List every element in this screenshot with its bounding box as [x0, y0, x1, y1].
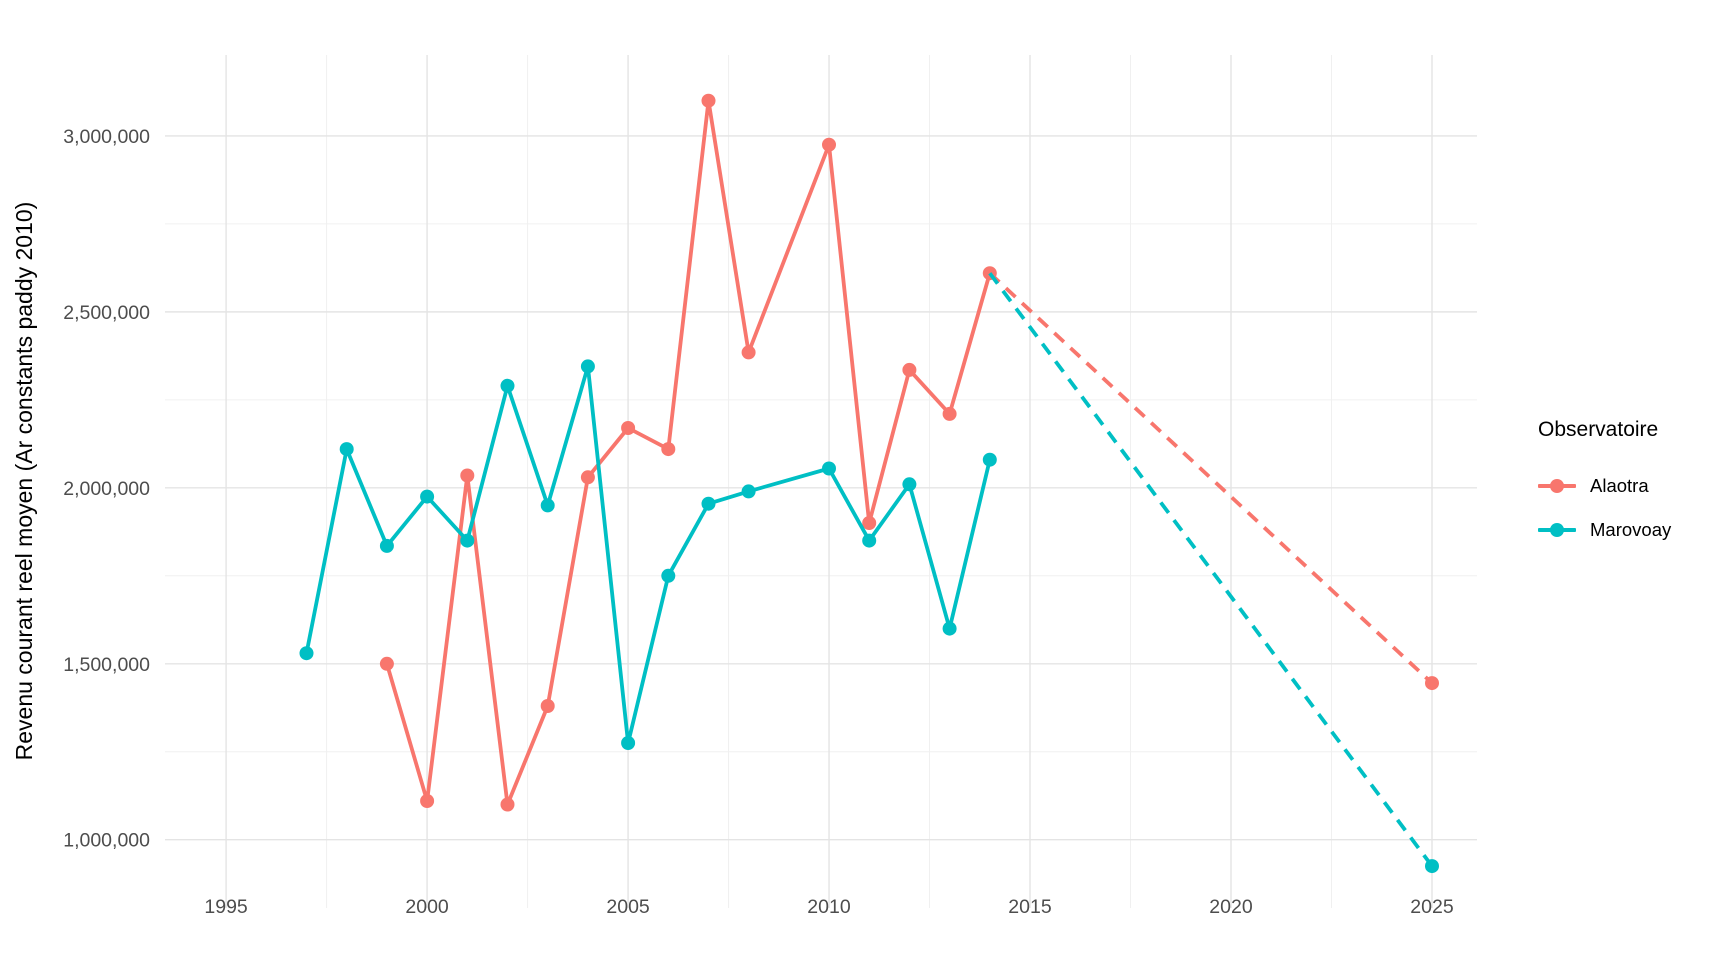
data-point-alaotra — [942, 406, 957, 421]
data-point-marovoay — [339, 442, 354, 457]
data-point-alaotra — [540, 699, 555, 713]
legend-label-marovoay: Marovoay — [1590, 519, 1672, 540]
y-tick-label: 1,000,000 — [63, 830, 150, 852]
legend-label-alaotra: Alaotra — [1590, 475, 1649, 496]
data-point-alaotra — [862, 516, 877, 530]
legend-title: Observatoire — [1538, 418, 1659, 441]
series-dashed-projection-alaotra — [988, 271, 1434, 685]
data-point-alaotra — [580, 470, 595, 485]
data-point-alaotra — [1425, 676, 1439, 691]
y-tick-label: 2,500,000 — [63, 302, 150, 324]
series-line-alaotra — [384, 98, 992, 807]
legend-item-marovoay[interactable]: Marovoay — [1538, 508, 1671, 552]
legend-key-marovoay — [1538, 520, 1576, 540]
x-axis-tick-labels: 1995 2000 2005 2010 2015 2020 2025 — [204, 896, 1453, 918]
data-point-marovoay — [862, 533, 877, 548]
x-tick-label: 2000 — [405, 896, 449, 918]
series-dashed-projection-marovoay — [988, 272, 1434, 868]
gridlines-minor — [165, 55, 1477, 908]
data-point-marovoay — [822, 461, 836, 476]
data-point-alaotra — [822, 137, 836, 152]
data-point-marovoay — [701, 496, 716, 511]
data-point-marovoay — [379, 538, 394, 553]
series-line-marovoay — [304, 364, 992, 745]
data-point-alaotra — [701, 93, 716, 108]
x-tick-label: 2010 — [807, 896, 851, 918]
data-point-marovoay — [580, 359, 595, 374]
data-point-alaotra — [661, 442, 676, 457]
data-point-marovoay — [661, 568, 676, 583]
x-tick-label: 2005 — [606, 896, 650, 918]
y-axis-title: Revenu courant reel moyen (Ar constants … — [11, 202, 37, 761]
data-point-marovoay — [540, 498, 555, 513]
y-axis-tick-labels: 1,000,000 1,500,000 2,000,000 2,500,000 3,00… — [63, 126, 150, 852]
data-point-alaotra — [621, 421, 636, 435]
y-tick-label: 1,500,000 — [63, 654, 150, 676]
legend-key-alaotra — [1538, 476, 1576, 496]
data-point-alaotra — [420, 794, 435, 808]
data-point-marovoay — [982, 452, 997, 467]
data-point-marovoay — [1425, 859, 1439, 874]
data-point-alaotra — [500, 797, 515, 812]
series-layer — [299, 93, 1439, 874]
data-point-marovoay — [420, 489, 435, 504]
x-tick-label: 2025 — [1410, 896, 1454, 918]
data-point-alaotra — [902, 362, 917, 377]
data-point-marovoay — [902, 477, 917, 492]
x-tick-label: 2020 — [1209, 896, 1253, 918]
legend-item-alaotra[interactable]: Alaotra — [1538, 464, 1671, 508]
x-tick-label: 1995 — [204, 896, 248, 918]
data-point-alaotra — [460, 468, 475, 483]
data-point-alaotra — [379, 656, 394, 671]
data-point-marovoay — [741, 484, 756, 499]
data-point-marovoay — [942, 621, 957, 636]
data-point-marovoay — [621, 736, 636, 750]
data-point-alaotra — [741, 345, 756, 360]
y-tick-label: 3,000,000 — [63, 126, 150, 148]
legend-key-dot — [1550, 523, 1564, 537]
x-tick-label: 2015 — [1008, 896, 1052, 918]
y-tick-label: 2,000,000 — [63, 478, 150, 500]
data-point-marovoay — [500, 378, 515, 393]
data-point-marovoay — [299, 646, 314, 661]
legend-key-dot — [1550, 479, 1564, 493]
data-point-marovoay — [460, 533, 475, 548]
legend: Observatoire Alaotra Marovoay — [1538, 418, 1671, 552]
